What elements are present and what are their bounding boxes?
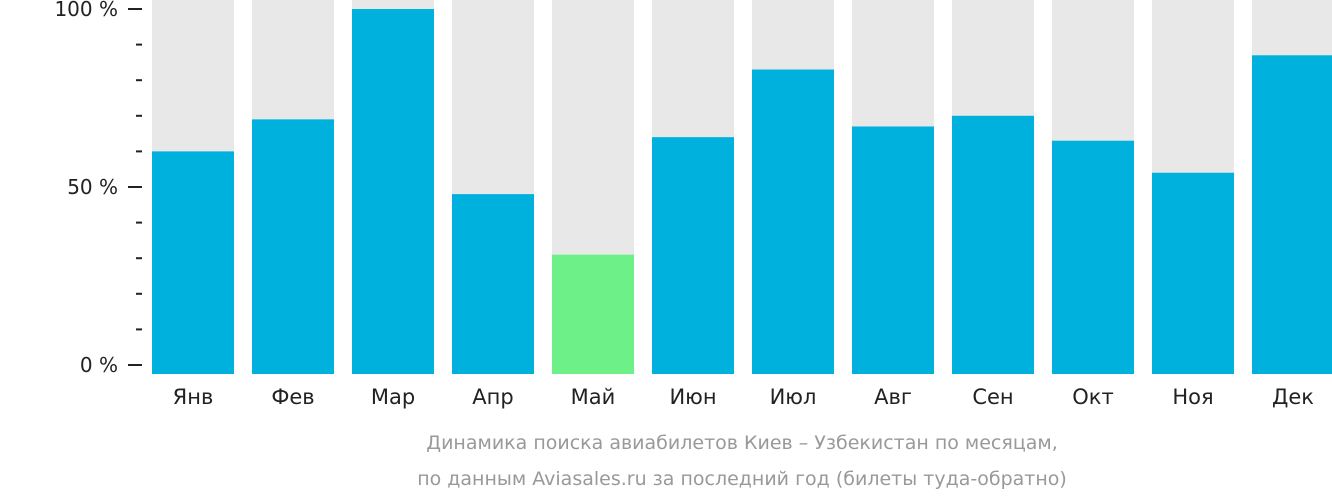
x-tick-label: Май bbox=[571, 385, 616, 409]
x-tick-label: Окт bbox=[1072, 385, 1113, 409]
bar-1 bbox=[152, 151, 234, 374]
x-tick-label: Ноя bbox=[1172, 385, 1213, 409]
bar-12 bbox=[1252, 55, 1332, 374]
bar-3 bbox=[352, 9, 434, 374]
chart-caption-line-2: по данным Aviasales.ru за последний год … bbox=[417, 468, 1067, 490]
bar-2 bbox=[252, 119, 334, 374]
y-tick-label: 50 % bbox=[67, 175, 118, 199]
chart-caption-line-1: Динамика поиска авиабилетов Киев – Узбек… bbox=[426, 432, 1058, 454]
bar-8 bbox=[852, 126, 934, 374]
x-tick-label: Сен bbox=[972, 385, 1013, 409]
bar-4 bbox=[452, 194, 534, 374]
x-tick-label: Мар bbox=[371, 385, 415, 409]
bar-chart: 0 % 50 % 100 % Янв Фев Мар Апр Май Июн Июл Авг Сен О… bbox=[54, 0, 1332, 409]
bar-6 bbox=[652, 137, 734, 374]
bar-11 bbox=[1152, 172, 1234, 374]
bar-9 bbox=[952, 115, 1034, 375]
x-tick-label: Дек bbox=[1272, 385, 1314, 409]
bar-7 bbox=[752, 69, 834, 375]
x-tick-label: Июн bbox=[669, 385, 716, 409]
x-tick-label: Фев bbox=[271, 385, 314, 409]
y-tick-label: 100 % bbox=[54, 0, 118, 21]
y-tick-label: 0 % bbox=[80, 353, 118, 377]
x-tick-label: Апр bbox=[472, 385, 513, 409]
x-tick-label: Янв bbox=[173, 385, 214, 409]
x-tick-label: Июл bbox=[770, 385, 817, 409]
x-tick-label: Авг bbox=[874, 385, 912, 409]
bar-5 bbox=[552, 254, 634, 374]
bar-10 bbox=[1052, 140, 1134, 374]
